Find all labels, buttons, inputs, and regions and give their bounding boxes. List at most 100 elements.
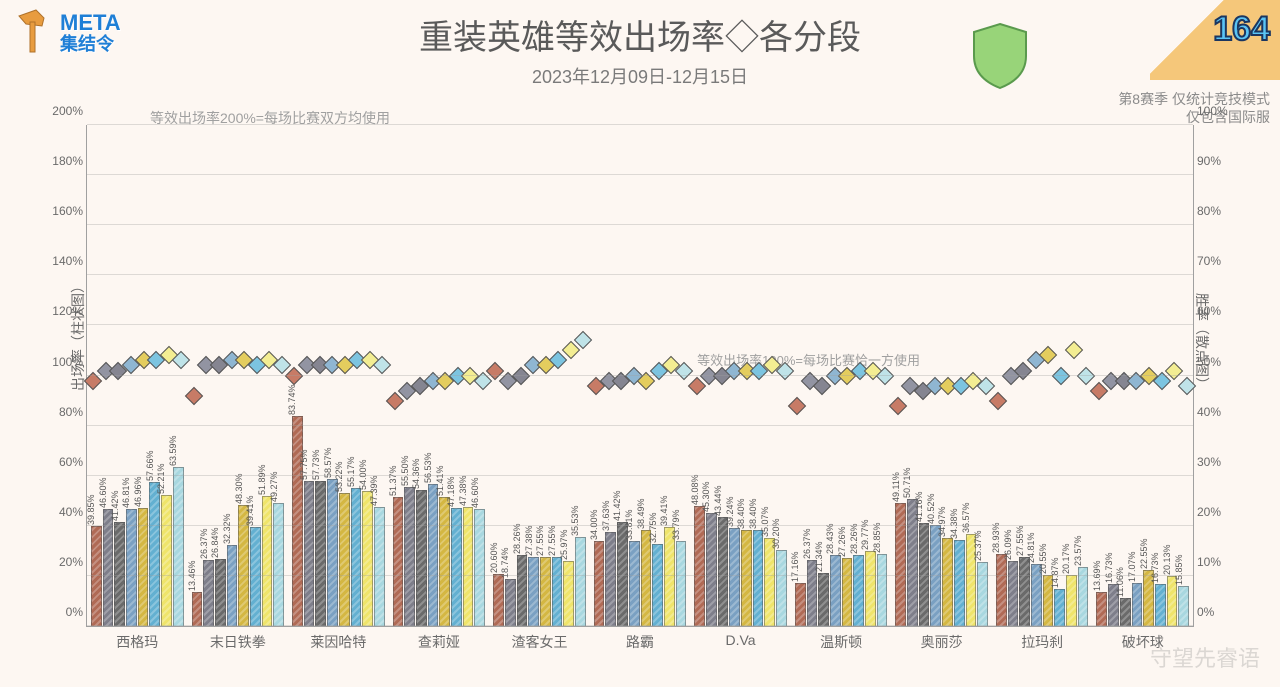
bar: 28.85% xyxy=(877,554,888,626)
bar: 53.22% xyxy=(339,493,350,626)
y1-tick: 100% xyxy=(45,355,83,369)
bar-value-label: 25.37% xyxy=(973,531,983,562)
bar-value-label: 34.97% xyxy=(937,507,947,538)
bar: 29.77% xyxy=(865,551,876,626)
bar-value-label: 55.50% xyxy=(400,455,410,486)
bar: 28.93% xyxy=(996,554,1007,626)
bar-value-label: 35.53% xyxy=(570,505,580,536)
winrate-marker xyxy=(285,366,303,384)
y1-tick: 60% xyxy=(45,455,83,469)
bar-value-label: 34.38% xyxy=(949,508,959,539)
bar-value-label: 27.55% xyxy=(1015,525,1025,556)
bar: 46.60% xyxy=(103,509,114,626)
bar-value-label: 39.41% xyxy=(659,496,669,527)
bar: 26.37% xyxy=(203,560,214,626)
bar: 37.63% xyxy=(605,532,616,626)
hero-label: 末日铁拳 xyxy=(210,632,266,652)
bar-value-label: 27.55% xyxy=(535,525,545,556)
y2-tick: 50% xyxy=(1197,355,1237,369)
gridline xyxy=(87,525,1193,526)
y2-tick: 60% xyxy=(1197,304,1237,318)
bar-value-label: 51.41% xyxy=(435,466,445,497)
page-subtitle: 2023年12月09日-12月15日 xyxy=(0,63,1280,89)
y1-tick: 180% xyxy=(45,154,83,168)
bar: 28.26% xyxy=(517,555,528,626)
bar-value-label: 41.16% xyxy=(914,491,924,522)
y2-tick: 90% xyxy=(1197,154,1237,168)
bar: 57.75% xyxy=(304,481,315,626)
bar-value-label: 48.08% xyxy=(690,474,700,505)
bar: 27.38% xyxy=(528,557,539,626)
gridline xyxy=(87,324,1193,325)
bar-value-label: 21.34% xyxy=(814,541,824,572)
bar: 55.17% xyxy=(351,488,362,626)
hammer-icon xyxy=(14,8,54,58)
hero-label: 温斯顿 xyxy=(820,632,862,652)
bar-groups: 39.85%46.60%41.42%46.81%46.96%57.66%52.2… xyxy=(87,125,1193,626)
y2-tick: 40% xyxy=(1197,405,1237,419)
winrate-marker xyxy=(788,396,806,414)
bar: 46.60% xyxy=(474,509,485,626)
bar-value-label: 17.07% xyxy=(1127,552,1137,583)
y2-tick: 100% xyxy=(1197,104,1237,118)
bar: 16.73% xyxy=(1155,584,1166,626)
bar-value-label: 26.84% xyxy=(210,527,220,558)
bar-value-label: 41.42% xyxy=(612,491,622,522)
bar-value-label: 58.57% xyxy=(323,448,333,479)
bar-value-label: 35.07% xyxy=(760,507,770,538)
bar-value-label: 18.74% xyxy=(500,548,510,579)
bar-value-label: 56.53% xyxy=(423,453,433,484)
y2-tick: 0% xyxy=(1197,605,1237,619)
bar-value-label: 45.30% xyxy=(701,481,711,512)
winrate-marker xyxy=(185,386,203,404)
hero-group: 28.93%26.09%27.55%24.81%20.55%14.87%20.1… xyxy=(992,125,1093,626)
y2-tick: 30% xyxy=(1197,455,1237,469)
bar-value-label: 16.73% xyxy=(1104,553,1114,584)
hero-group: 48.08%45.30%43.44%39.24%38.40%38.40%35.0… xyxy=(690,125,791,626)
bar-value-label: 40.52% xyxy=(926,493,936,524)
bar-value-label: 32.32% xyxy=(222,514,232,545)
bar-value-label: 57.75% xyxy=(299,450,309,481)
bar: 38.49% xyxy=(641,530,652,626)
gridline xyxy=(87,124,1193,125)
bar: 27.55% xyxy=(540,557,551,626)
bar: 43.44% xyxy=(718,517,729,626)
gridline xyxy=(87,475,1193,476)
bar-value-label: 63.59% xyxy=(168,435,178,466)
bar: 48.08% xyxy=(694,506,705,626)
bar: 51.41% xyxy=(439,497,450,626)
bar: 26.84% xyxy=(215,559,226,626)
bar-value-label: 20.60% xyxy=(489,543,499,574)
bar-value-label: 46.60% xyxy=(98,478,108,509)
hero-group: 51.37%55.50%54.36%56.53%51.41%47.18%47.3… xyxy=(389,125,490,626)
shield-icon xyxy=(970,22,1030,90)
hero-group: 49.11%50.71%41.16%40.52%34.97%34.38%36.5… xyxy=(891,125,992,626)
bar-value-label: 39.41% xyxy=(245,496,255,527)
bar: 39.24% xyxy=(729,528,740,626)
gridline xyxy=(87,274,1193,275)
bar: 35.53% xyxy=(575,537,586,626)
bar-value-label: 16.73% xyxy=(1150,553,1160,584)
bar-value-label: 26.09% xyxy=(1003,529,1013,560)
bar: 20.60% xyxy=(493,574,504,626)
hero-label: 查莉娅 xyxy=(418,632,460,652)
bar: 51.37% xyxy=(393,497,404,626)
y1-tick: 40% xyxy=(45,505,83,519)
bar-value-label: 30.20% xyxy=(771,519,781,550)
bar: 25.97% xyxy=(563,561,574,626)
bar: 11.06% xyxy=(1120,598,1131,626)
y1-tick: 80% xyxy=(45,405,83,419)
bar: 27.55% xyxy=(1019,557,1030,626)
bar-value-label: 27.55% xyxy=(547,525,557,556)
y2-tick: 20% xyxy=(1197,505,1237,519)
bar: 58.57% xyxy=(327,479,338,626)
logo-badge: META 集结令 xyxy=(14,8,121,58)
bar: 32.32% xyxy=(227,545,238,626)
bar: 45.30% xyxy=(706,513,717,626)
bar-value-label: 51.89% xyxy=(257,464,267,495)
winrate-marker xyxy=(989,391,1007,409)
bar-value-label: 52.21% xyxy=(156,464,166,495)
bar-value-label: 32.75% xyxy=(648,512,658,543)
bar: 46.96% xyxy=(138,508,149,626)
bar: 14.87% xyxy=(1054,589,1065,626)
